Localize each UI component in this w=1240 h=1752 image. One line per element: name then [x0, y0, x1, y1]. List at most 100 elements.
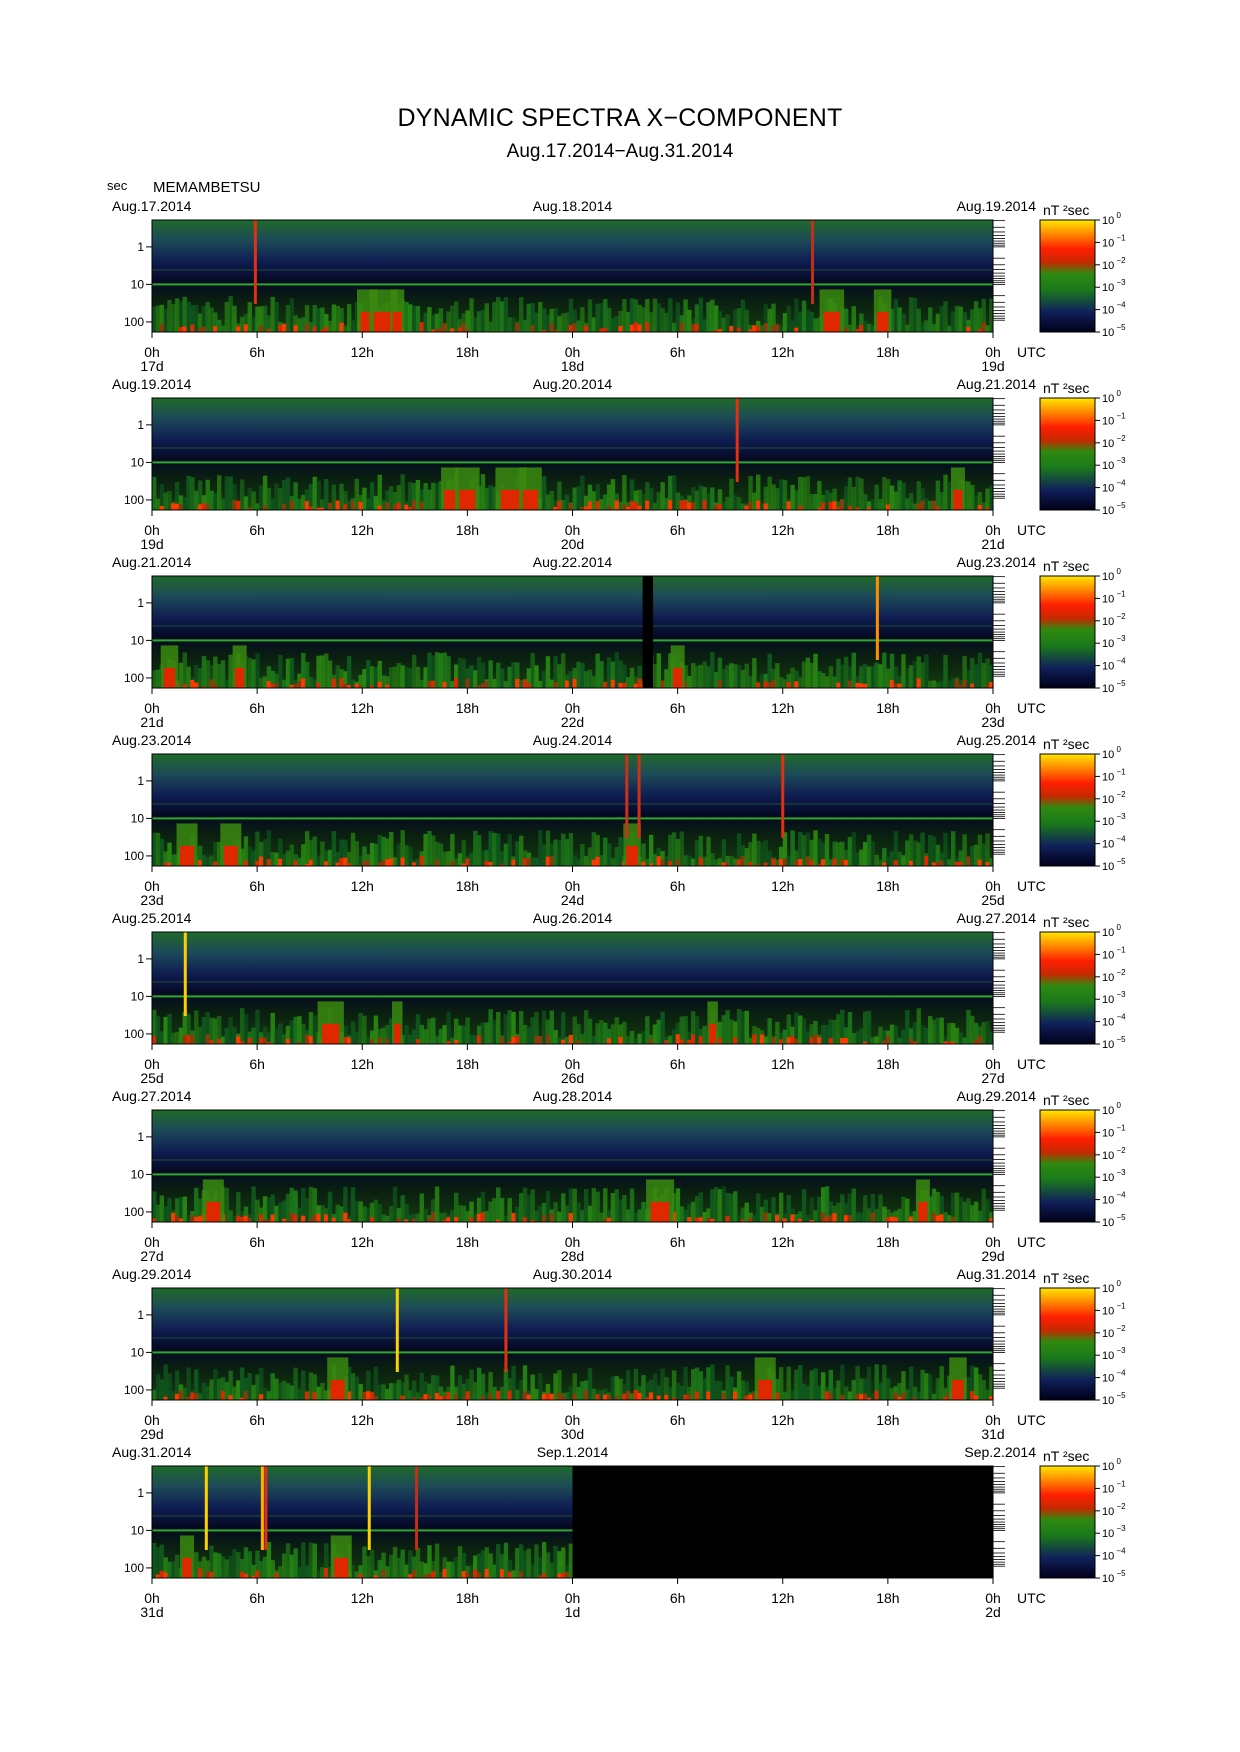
texture-strip: [939, 492, 944, 510]
texture-strip: [404, 1374, 409, 1400]
artifact-line: [152, 625, 993, 627]
texture-strip: [446, 1561, 451, 1578]
texture-strip: [239, 1558, 245, 1578]
texture-strip: [618, 502, 623, 510]
texture-strip: [981, 1022, 986, 1044]
texture-strip: [583, 495, 589, 510]
texture-strip: [981, 663, 986, 688]
texture-strip: [660, 307, 665, 332]
texture-strip: [943, 474, 948, 510]
texture-hot: [710, 1218, 715, 1222]
texture-strip: [503, 1014, 509, 1044]
texture-hot: [174, 503, 180, 510]
texture-hot: [832, 501, 837, 510]
texture-strip: [324, 314, 329, 332]
texture-strip: [813, 830, 818, 866]
date-label-left: Aug.29.2014: [112, 1266, 192, 1282]
texture-strip: [660, 851, 665, 866]
colorbar-exponent: 0: [1114, 923, 1121, 932]
texture-strip: [561, 833, 566, 866]
texture-strip: [652, 1024, 658, 1044]
texture-strip: [874, 1208, 879, 1222]
artifact-line: [152, 447, 993, 449]
texture-strip: [389, 1383, 394, 1400]
texture-strip: [572, 1016, 577, 1044]
texture-strip: [358, 1383, 363, 1400]
texture-hot: [324, 1568, 329, 1578]
texture-strip: [733, 1021, 738, 1044]
colorbar-unit: nT ²sec: [1043, 736, 1089, 752]
x-tick-label: 0h: [985, 1412, 1001, 1428]
texture-strip: [182, 1011, 188, 1044]
texture-strip: [912, 1022, 918, 1044]
texture-hot: [943, 1396, 948, 1400]
texture-strip: [434, 1036, 440, 1044]
texture-strip: [320, 499, 325, 510]
texture-hot: [411, 1218, 417, 1222]
texture-hot: [840, 500, 845, 510]
texture-strip: [587, 1018, 593, 1044]
texture-strip: [541, 308, 547, 332]
x-tick-label: 12h: [351, 1234, 374, 1250]
texture-strip: [828, 859, 834, 866]
date-label-left: Aug.19.2014: [112, 376, 192, 392]
texture-strip: [343, 671, 348, 688]
texture-hot: [496, 1219, 501, 1222]
texture-hot: [622, 682, 627, 688]
texture-strip: [488, 660, 493, 688]
texture-strip: [343, 1025, 348, 1044]
texture-strip: [239, 1211, 245, 1222]
texture-strip: [706, 666, 711, 688]
texture-strip: [159, 838, 165, 866]
texture-strip: [878, 1026, 883, 1044]
texture-strip: [794, 670, 799, 688]
texture-hot: [411, 1397, 417, 1400]
texture-hot: [431, 680, 436, 688]
texture-strip: [576, 1386, 581, 1400]
texture-hot: [465, 1573, 470, 1578]
texture-strip: [167, 842, 172, 866]
texture-hot: [526, 857, 532, 866]
texture-strip: [721, 501, 727, 510]
colorbar-exponent: −1: [1114, 945, 1126, 954]
colorbar-tick-label: 10 −3: [1102, 1168, 1126, 1184]
texture-strip: [373, 667, 379, 688]
texture-hot: [243, 1390, 249, 1400]
texture-strip: [354, 841, 360, 866]
texture-strip: [220, 660, 226, 688]
texture-strip: [473, 1035, 478, 1044]
texture-strip: [496, 297, 501, 332]
colorbar-unit: nT ²sec: [1043, 1092, 1089, 1108]
texture-hot: [220, 1390, 226, 1400]
texture-strip: [843, 1027, 849, 1044]
texture-strip: [947, 1215, 952, 1222]
event-core: [321, 1023, 340, 1044]
texture-hot: [385, 859, 390, 866]
texture-strip: [423, 312, 428, 332]
texture-hot: [522, 858, 528, 866]
texture-hot: [511, 1036, 516, 1044]
texture-strip: [629, 1393, 635, 1400]
texture-strip: [434, 652, 440, 688]
colorbar-exponent: −1: [1114, 411, 1126, 420]
texture-hot: [866, 1397, 872, 1400]
texture-strip: [232, 483, 237, 510]
texture-strip: [171, 1561, 176, 1578]
texture-strip: [507, 317, 512, 332]
texture-strip: [782, 679, 788, 688]
colorbar-tick-label: 10 −5: [1102, 679, 1126, 695]
texture-strip: [916, 481, 921, 510]
texture-strip: [213, 1552, 218, 1578]
texture-strip: [152, 1542, 157, 1578]
texture-strip: [205, 1012, 210, 1044]
texture-strip: [239, 479, 245, 510]
texture-hot: [541, 1394, 547, 1400]
texture-strip: [981, 298, 986, 332]
texture-strip: [610, 1024, 616, 1044]
texture-hot: [843, 1215, 849, 1222]
texture-strip: [316, 1570, 321, 1578]
texture-strip: [362, 846, 367, 866]
texture-strip: [564, 1036, 570, 1044]
texture-hot: [614, 1395, 619, 1400]
texture-strip: [633, 1212, 639, 1222]
